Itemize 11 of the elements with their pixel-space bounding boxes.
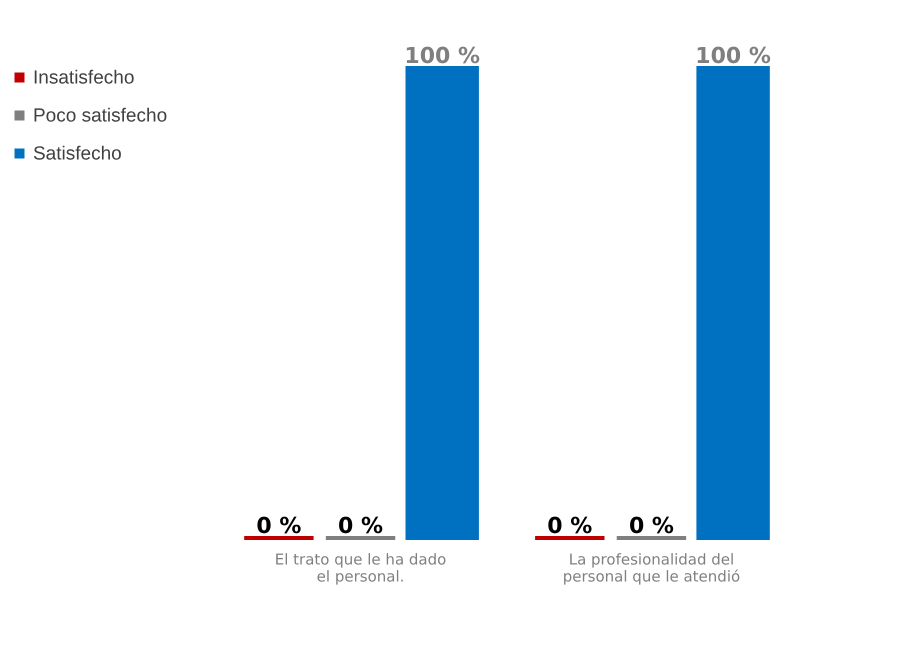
data-label: 0 % <box>338 514 384 539</box>
x-tick-label: La profesionalidad del personal que le atendió <box>562 550 740 586</box>
x-tick-label: El trato que le ha dado el personal. <box>274 550 446 586</box>
legend-label: Poco satisfecho <box>33 106 168 126</box>
legend-label: Satisfecho <box>33 144 122 164</box>
legend-label: Insatisfecho <box>33 68 134 88</box>
data-label: 0 % <box>547 514 592 539</box>
data-label: 100 % <box>404 44 480 69</box>
data-label: 0 % <box>256 514 302 539</box>
data-label: 0 % <box>628 514 674 539</box>
data-label: 100 % <box>695 44 771 69</box>
